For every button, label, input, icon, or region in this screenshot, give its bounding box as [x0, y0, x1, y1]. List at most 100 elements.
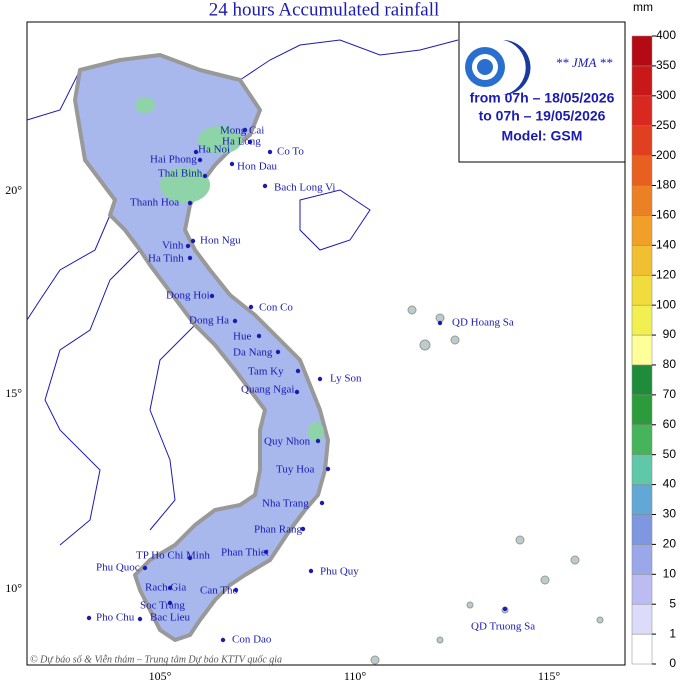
colorbar-label: 100: [656, 297, 676, 311]
colorbar-label: 20: [663, 537, 677, 551]
colorbar-segment: [631, 514, 653, 545]
city-label: Phan Rang: [254, 524, 302, 536]
credit: © Dự báo số & Viễn thám – Trung tâm Dự b…: [30, 654, 282, 665]
city-label: Ly Son: [330, 373, 362, 385]
colorbar-label: 10: [663, 566, 677, 580]
logo: [465, 40, 531, 95]
city-label: Nha Trang: [262, 498, 309, 510]
city-label: QD Hoang Sa: [452, 317, 514, 329]
city-label: Thanh Hoa: [130, 197, 179, 209]
city-dot: [256, 333, 262, 339]
city-dot: [86, 615, 92, 621]
city-label: Mong Cai: [220, 125, 264, 137]
colorbar-label: 300: [656, 88, 676, 102]
city-dot: [187, 255, 193, 261]
colorbar-segment: [631, 185, 653, 216]
city-label: Con Co: [259, 302, 293, 314]
city-dot: [242, 127, 248, 133]
city-label: Da Nang: [233, 347, 273, 359]
city-dot: [294, 389, 300, 395]
colorbar-label: 250: [656, 118, 676, 132]
colorbar-segment: [631, 215, 653, 246]
to-time: to 07h – 19/05/2026: [479, 108, 606, 124]
city-label: Ha Long: [222, 136, 261, 148]
colorbar-segment: [631, 424, 653, 455]
city-label: Can Tho: [200, 585, 238, 597]
colorbar-segment: [631, 155, 653, 186]
city-dot: [187, 555, 193, 561]
city-dot: [233, 587, 239, 593]
lat-label: 10°: [5, 581, 22, 595]
model: Model: GSM: [502, 128, 583, 144]
city-label: Quy Nhon: [264, 436, 311, 448]
city-dot: [262, 183, 268, 189]
city-label: Vinh: [162, 240, 184, 252]
city-label: Ha Noi: [198, 144, 230, 156]
city-label: Phan Thiet: [221, 547, 269, 559]
colorbar-segment: [631, 274, 653, 306]
city-label: TP Ho Chi Minh: [136, 550, 210, 562]
colorbar-segment: [631, 544, 653, 575]
title: 24 hours Accumulated rainfall: [209, 0, 440, 20]
city-label: Tuy Hoa: [276, 464, 315, 476]
city-label: Hai Phong: [150, 154, 197, 166]
lon-label: 110°: [344, 669, 367, 683]
city-label: QD Truong Sa: [471, 621, 535, 633]
city-label: Con Dao: [232, 634, 272, 646]
city-label: Quang Ngai: [241, 384, 294, 396]
colorbar-label: 400: [656, 28, 676, 42]
city-dot: [248, 304, 254, 310]
city-label: Ha Tinh: [148, 253, 184, 265]
colorbar-segment: [631, 364, 653, 396]
colorbar-label: 160: [656, 208, 676, 222]
city-dot: [232, 318, 238, 324]
city-dot: [308, 568, 314, 574]
city-label: Tam Ky: [248, 366, 284, 378]
city-dot: [263, 549, 269, 555]
colorbar-segment: [631, 394, 653, 426]
agency: ** JMA **: [556, 55, 613, 70]
city-dot: [187, 200, 193, 206]
city-label: Dong Ha: [189, 315, 229, 327]
colorbar-segment: [631, 574, 653, 605]
city-dot: [197, 157, 203, 163]
colorbar-segment: [631, 484, 653, 515]
city-label: Phu Quoc: [96, 562, 140, 574]
lon-label: 105°: [149, 669, 172, 683]
colorbar-segment: [631, 35, 653, 67]
city-dot: [295, 368, 301, 374]
colorbar-unit: mm: [633, 0, 653, 14]
city-dot: [209, 293, 215, 299]
city-dot: [325, 466, 331, 472]
colorbar-segment: [631, 65, 653, 97]
city-dot: [315, 438, 321, 444]
city-dot: [142, 565, 148, 571]
colorbar-segment: [631, 454, 653, 485]
colorbar-label: 1: [669, 626, 676, 640]
city-label: Co To: [277, 146, 304, 158]
islands: [370, 305, 604, 665]
city-label: Bach Long Vi: [274, 182, 335, 194]
city-dot: [202, 173, 208, 179]
colorbar-label: 50: [663, 447, 677, 461]
lat-label: 20°: [5, 183, 22, 197]
city-dot: [167, 600, 173, 606]
city-label: Soc Trang: [140, 600, 185, 612]
city-dot: [220, 637, 226, 643]
lat-label: 15°: [5, 386, 22, 400]
city-label: Phu Quy: [320, 566, 359, 578]
info-box: [458, 21, 626, 163]
city-dot: [167, 585, 173, 591]
colorbar-label: 0: [669, 656, 676, 670]
city-label: Hon Ngu: [200, 235, 241, 247]
coordinate-labels: 20° 15° 10° 105° 110° 115°: [5, 183, 560, 683]
colorbar-segment: [631, 125, 653, 156]
colorbar-segment: [631, 245, 653, 276]
city-dot: [247, 139, 253, 145]
city-label: Dong Hoi: [166, 290, 210, 302]
heavier-rain: [135, 97, 324, 442]
colorbar-label: 140: [656, 238, 676, 252]
city-label: Pho Chu: [96, 612, 135, 624]
colorbar-label: 200: [656, 148, 676, 162]
city-label: Hon Dau: [237, 161, 278, 173]
